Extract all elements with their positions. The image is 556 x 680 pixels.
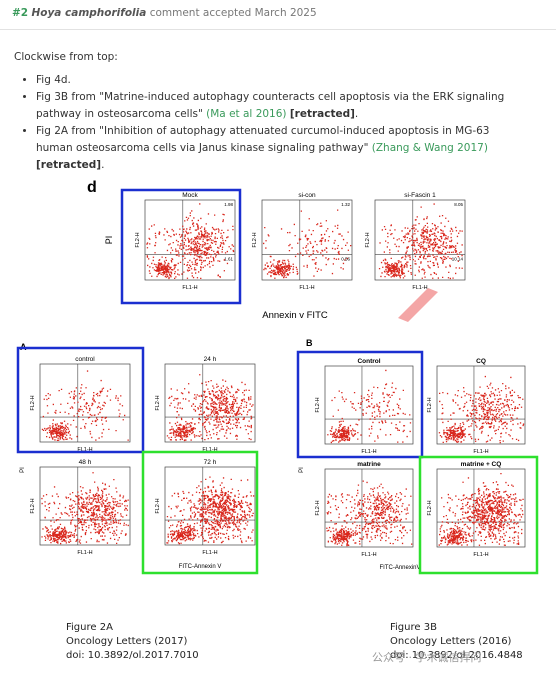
axis-label: FL2-H xyxy=(30,395,36,410)
axis-label: FL2-H xyxy=(30,498,36,513)
cell-dots xyxy=(146,203,235,280)
axis-label: FL1-H xyxy=(77,447,92,453)
quadrant-value: 0.56 xyxy=(341,256,350,261)
axis-label: FL1-H xyxy=(299,285,314,291)
bullet-end: . xyxy=(354,108,359,120)
highlight-box xyxy=(16,346,145,454)
axis-label: FL1-H xyxy=(202,447,217,453)
axis-label: FL2-H xyxy=(427,500,433,515)
axis-label: FL2-H xyxy=(365,232,371,247)
panel-label: B xyxy=(306,338,313,348)
axis-label: FL1-H xyxy=(473,449,488,455)
axis-label: FL1-H xyxy=(182,285,197,291)
cell-dots xyxy=(326,480,413,547)
cell-dots xyxy=(438,375,525,444)
axis-label: FL1-H xyxy=(361,552,376,558)
bullet: Fig 3B from "Matrine-induced autophagy c… xyxy=(36,89,526,123)
caption-doi: doi: 10.3892/ol.2017.7010 xyxy=(66,650,199,661)
quadrant-value: 1.98 xyxy=(224,202,233,207)
plot-title: 72 h xyxy=(204,459,217,466)
caption: Figure 2A Oncology Letters (2017) doi: 10.… xyxy=(66,621,199,663)
highlight-box xyxy=(120,188,242,305)
plot-title: matrine xyxy=(357,461,381,468)
comment-number: #2 xyxy=(12,7,29,19)
cell-dots xyxy=(378,203,463,280)
panel-label: d xyxy=(87,179,97,196)
bullet-text: Fig 2A from "Inhibition of autophagy att… xyxy=(36,125,490,154)
bullet-list: Fig 4d. Fig 3B from "Matrine-induced aut… xyxy=(14,72,526,174)
watermark-stripe xyxy=(398,288,438,322)
bullet-end: . xyxy=(101,159,105,171)
cell-dots xyxy=(41,472,129,545)
axis-label: FL2-H xyxy=(155,395,161,410)
status: [retracted] xyxy=(289,108,355,120)
intro: Clockwise from top: xyxy=(14,51,118,63)
cell-dots xyxy=(41,370,129,441)
axis-title: PI xyxy=(299,467,305,473)
bullet: Fig 2A from "Inhibition of autophagy att… xyxy=(36,123,526,174)
citation-link[interactable]: (Ma et al 2016) xyxy=(206,108,287,120)
axis-label: FL2-H xyxy=(427,397,433,412)
caption-journal: Oncology Letters (2016) xyxy=(390,636,512,647)
highlight-box xyxy=(296,350,424,459)
axis-title: FITC-Annexin V xyxy=(179,564,222,570)
axis-label: FL2-H xyxy=(252,232,258,247)
axis-label: FL1-H xyxy=(412,285,427,291)
bullet-text: Fig 4d. xyxy=(36,74,71,86)
axis-title: PI xyxy=(20,467,26,473)
highlight-box xyxy=(418,455,539,575)
axis-title: PI xyxy=(104,236,114,245)
axis-label: FL1-H xyxy=(77,550,92,556)
caption-doi: doi: 10.3892/ol.2016.4848 xyxy=(390,650,523,661)
axis-label: FL2-H xyxy=(315,397,321,412)
bullet-text: Fig 3B from "Matrine-induced autophagy c… xyxy=(36,91,505,120)
status: [retracted] xyxy=(36,159,102,171)
caption-figure: Figure 2A xyxy=(66,622,113,633)
plot-title: si-Fascin 1 xyxy=(404,192,436,199)
axis-label: FL2-H xyxy=(315,500,321,515)
plot-title: Mock xyxy=(182,192,198,199)
axis-label: FL2-H xyxy=(155,498,161,513)
watermark: 公众号 · 学术诚信捍问 xyxy=(372,651,482,664)
quadrant-value: 10.14 xyxy=(452,256,464,261)
plot-title: 48 h xyxy=(79,459,92,466)
cell-dots xyxy=(263,209,352,279)
quadrant-value: 1.32 xyxy=(341,202,350,207)
cell-dots xyxy=(327,369,412,444)
axis-label: FL2-H xyxy=(135,232,141,247)
quadrant-value: 8.05 xyxy=(454,202,463,207)
cell-dots xyxy=(166,374,254,442)
species-name[interactable]: Hoya camphorifolia xyxy=(31,7,147,19)
plot-title: matrine + CQ xyxy=(461,461,502,468)
axis-label: FL1-H xyxy=(473,552,488,558)
citation-link[interactable]: (Zhang & Wang 2017) xyxy=(371,142,488,154)
highlight-box xyxy=(141,450,259,575)
bullet: Fig 4d. xyxy=(36,72,526,89)
axis-title: Annexin v FITC xyxy=(262,310,328,321)
axis-label: FL1-H xyxy=(361,449,376,455)
plot-title: control xyxy=(75,356,95,363)
cell-dots xyxy=(166,476,255,545)
caption: Figure 3B Oncology Letters (2016) doi: 10.… xyxy=(390,621,523,663)
cell-dots xyxy=(438,473,524,546)
caption-figure: Figure 3B xyxy=(390,622,437,633)
plot-title: 24 h xyxy=(204,356,217,363)
plot-title: si-con xyxy=(298,192,316,199)
plot-title: Control xyxy=(357,358,380,365)
quadrant-value: 1.61 xyxy=(224,256,233,261)
caption-journal: Oncology Letters (2017) xyxy=(66,636,188,647)
axis-label: FL1-H xyxy=(202,550,217,556)
divider xyxy=(0,29,556,30)
header-text: comment accepted March 2025 xyxy=(149,7,317,19)
comment-header: #2 Hoya camphorifolia comment accepted M… xyxy=(12,7,317,19)
plot-title: CQ xyxy=(476,358,486,365)
axis-title: FITC-AnnexinV xyxy=(379,565,420,571)
